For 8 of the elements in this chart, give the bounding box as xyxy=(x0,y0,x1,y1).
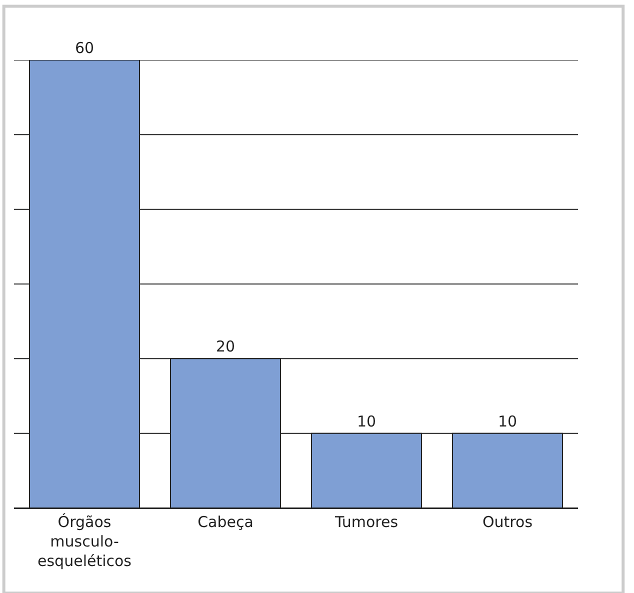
x-tick-label: Outros xyxy=(482,513,533,531)
data-label: 60 xyxy=(74,39,94,57)
data-label: 10 xyxy=(498,412,518,430)
x-tick-label: Tumores xyxy=(334,513,398,531)
data-label: 20 xyxy=(216,338,236,356)
x-tick-label: Órgãos musculo-esqueléticos xyxy=(38,513,132,570)
data-label: 10 xyxy=(356,412,376,430)
x-tick-label: Cabeça xyxy=(198,513,254,531)
